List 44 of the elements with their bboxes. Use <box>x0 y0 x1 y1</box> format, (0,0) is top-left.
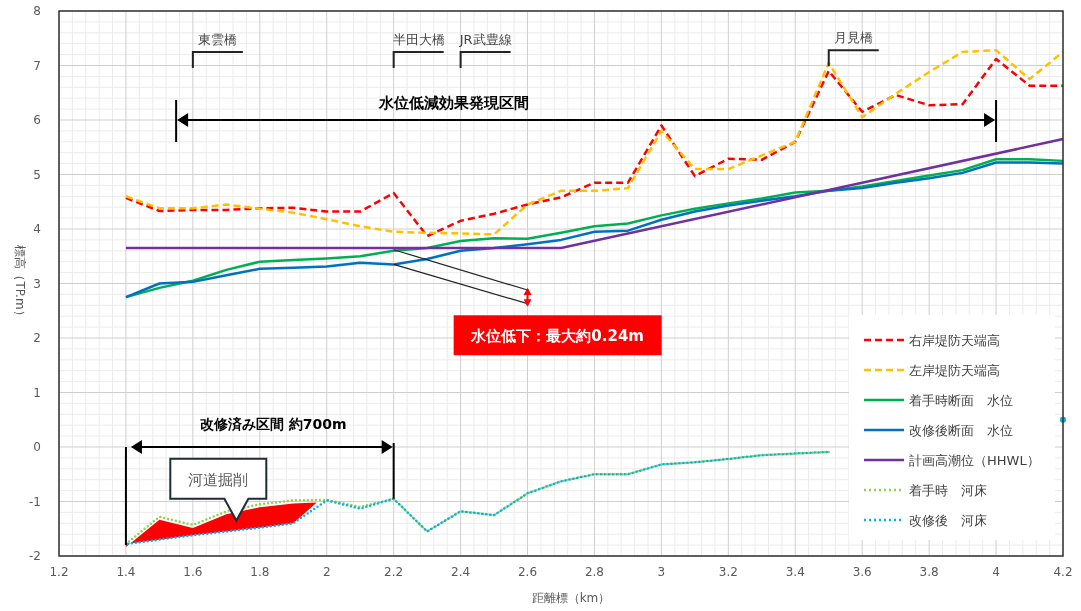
x-tick-label: 3.2 <box>718 565 738 579</box>
x-tick-label: 4.2 <box>1053 565 1073 579</box>
legend-label: 着手時 河床 <box>909 483 987 498</box>
legend-label: 右岸堤防天端高 <box>909 333 1000 348</box>
annotation: 月見橋 <box>834 30 874 46</box>
annotation: 半田大橋 <box>392 31 445 47</box>
y-tick-label: 7 <box>33 58 41 73</box>
legend-label: 改修後 河床 <box>909 513 987 528</box>
x-tick-label: 2.2 <box>384 565 404 579</box>
x-tick-label: 2.6 <box>517 565 538 579</box>
x-tick-label: 3.8 <box>919 565 939 579</box>
annotation: JR武豊線 <box>458 31 512 47</box>
annotation: 河道掘削 <box>188 470 249 489</box>
y-tick-label: -1 <box>29 494 41 509</box>
x-tick-label: 3.4 <box>785 565 805 579</box>
legend-label: 左岸堤防天端高 <box>909 363 1000 378</box>
x-tick-label: 1.4 <box>116 565 136 579</box>
annotation: 改修済み区間 約700m <box>199 416 347 432</box>
x-tick-label: 2.8 <box>584 565 605 579</box>
x-tick-label: 3.6 <box>852 565 872 579</box>
annotation: 東雲橋 <box>198 31 238 47</box>
annotation: 水位低減効果発現区間 <box>377 94 529 112</box>
legend-label: 着手時断面 水位 <box>909 393 1013 408</box>
x-axis-title: 距離標（km） <box>531 591 611 605</box>
y-tick-label: 0 <box>33 440 41 454</box>
y-tick-label: 2 <box>33 331 41 345</box>
x-tick-label: 4 <box>992 565 1000 579</box>
annotation: 水位低下：最大約0.24m <box>470 327 644 346</box>
x-tick-label: 1.8 <box>250 565 270 579</box>
x-tick-label: 1.2 <box>49 565 69 579</box>
y-tick-label: -2 <box>29 549 41 563</box>
y-tick-label: 6 <box>33 113 41 127</box>
y-tick-label: 4 <box>33 222 41 236</box>
legend-label: 改修後断面 水位 <box>909 423 1013 438</box>
y-tick-label: 3 <box>33 276 41 291</box>
y-tick-label: 1 <box>33 385 41 400</box>
legend-label: 計画高潮位（HHWL） <box>909 453 1040 468</box>
x-tick-label: 2.4 <box>451 565 471 579</box>
y-tick-label: 8 <box>33 4 41 18</box>
x-tick-label: 1.6 <box>183 565 203 579</box>
x-tick-label: 2 <box>322 565 331 579</box>
y-axis-title: 標高（TP.m） <box>13 245 27 322</box>
y-tick-label: 5 <box>33 167 41 182</box>
x-tick-label: 3 <box>657 565 666 579</box>
